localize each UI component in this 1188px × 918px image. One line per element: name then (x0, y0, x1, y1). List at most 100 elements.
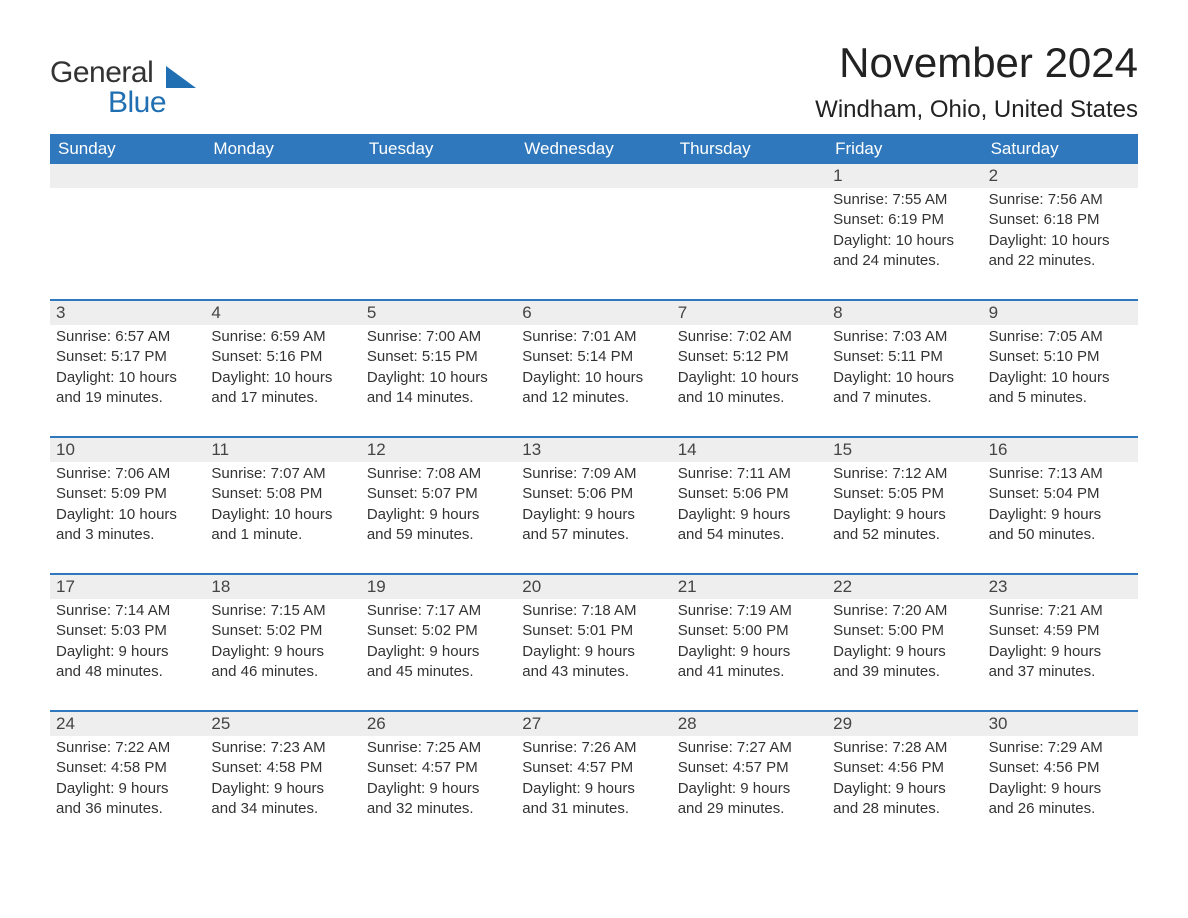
day-daylight1: Daylight: 9 hours (833, 642, 976, 662)
day-number: 16 (983, 438, 1138, 462)
day-cell: Sunrise: 7:06 AMSunset: 5:09 PMDaylight:… (50, 462, 205, 573)
day-cell: Sunrise: 7:11 AMSunset: 5:06 PMDaylight:… (672, 462, 827, 573)
day-sunset: Sunset: 4:56 PM (833, 758, 976, 778)
day-sunrise: Sunrise: 7:17 AM (367, 601, 510, 621)
day-daylight1: Daylight: 9 hours (678, 505, 821, 525)
day-daylight2: and 19 minutes. (56, 388, 199, 408)
day-daylight2: and 14 minutes. (367, 388, 510, 408)
day-daylight1: Daylight: 9 hours (522, 505, 665, 525)
day-daylight2: and 41 minutes. (678, 662, 821, 682)
day-sunrise: Sunrise: 7:19 AM (678, 601, 821, 621)
day-number: 24 (50, 712, 205, 736)
day-cell: Sunrise: 7:56 AMSunset: 6:18 PMDaylight:… (983, 188, 1138, 299)
day-number (361, 164, 516, 188)
day-content-row: Sunrise: 6:57 AMSunset: 5:17 PMDaylight:… (50, 325, 1138, 436)
day-number: 17 (50, 575, 205, 599)
day-content-row: Sunrise: 7:22 AMSunset: 4:58 PMDaylight:… (50, 736, 1138, 847)
day-cell: Sunrise: 7:13 AMSunset: 5:04 PMDaylight:… (983, 462, 1138, 573)
day-sunset: Sunset: 4:58 PM (211, 758, 354, 778)
day-daylight1: Daylight: 10 hours (211, 368, 354, 388)
day-daylight1: Daylight: 9 hours (367, 779, 510, 799)
day-sunset: Sunset: 5:00 PM (678, 621, 821, 641)
day-sunrise: Sunrise: 7:20 AM (833, 601, 976, 621)
day-daylight1: Daylight: 10 hours (367, 368, 510, 388)
day-daylight1: Daylight: 9 hours (833, 505, 976, 525)
day-daylight1: Daylight: 10 hours (678, 368, 821, 388)
day-cell: Sunrise: 7:07 AMSunset: 5:08 PMDaylight:… (205, 462, 360, 573)
day-daylight2: and 37 minutes. (989, 662, 1132, 682)
day-sunset: Sunset: 6:19 PM (833, 210, 976, 230)
day-daylight2: and 54 minutes. (678, 525, 821, 545)
day-daylight1: Daylight: 9 hours (833, 779, 976, 799)
day-number: 20 (516, 575, 671, 599)
day-cell: Sunrise: 7:03 AMSunset: 5:11 PMDaylight:… (827, 325, 982, 436)
day-number-row: 12 (50, 164, 1138, 188)
day-daylight2: and 1 minute. (211, 525, 354, 545)
day-number: 25 (205, 712, 360, 736)
day-number: 3 (50, 301, 205, 325)
day-sunset: Sunset: 4:56 PM (989, 758, 1132, 778)
day-daylight1: Daylight: 9 hours (678, 642, 821, 662)
day-daylight2: and 46 minutes. (211, 662, 354, 682)
day-sunset: Sunset: 5:00 PM (833, 621, 976, 641)
day-cell: Sunrise: 7:29 AMSunset: 4:56 PMDaylight:… (983, 736, 1138, 847)
day-sunset: Sunset: 4:57 PM (522, 758, 665, 778)
day-number: 10 (50, 438, 205, 462)
day-daylight1: Daylight: 10 hours (989, 231, 1132, 251)
weekday-header: Thursday (672, 134, 827, 164)
day-number: 5 (361, 301, 516, 325)
day-number: 30 (983, 712, 1138, 736)
day-daylight1: Daylight: 9 hours (989, 642, 1132, 662)
day-sunset: Sunset: 5:02 PM (367, 621, 510, 641)
day-sunrise: Sunrise: 7:02 AM (678, 327, 821, 347)
day-daylight2: and 39 minutes. (833, 662, 976, 682)
day-cell: Sunrise: 6:59 AMSunset: 5:16 PMDaylight:… (205, 325, 360, 436)
day-cell: Sunrise: 7:20 AMSunset: 5:00 PMDaylight:… (827, 599, 982, 710)
day-daylight1: Daylight: 10 hours (56, 368, 199, 388)
day-cell: Sunrise: 7:12 AMSunset: 5:05 PMDaylight:… (827, 462, 982, 573)
day-cell (672, 188, 827, 299)
day-daylight2: and 57 minutes. (522, 525, 665, 545)
day-number: 8 (827, 301, 982, 325)
day-daylight2: and 3 minutes. (56, 525, 199, 545)
day-sunrise: Sunrise: 7:21 AM (989, 601, 1132, 621)
day-sunset: Sunset: 5:15 PM (367, 347, 510, 367)
day-sunrise: Sunrise: 7:12 AM (833, 464, 976, 484)
day-sunrise: Sunrise: 7:22 AM (56, 738, 199, 758)
weeks-container: 12Sunrise: 7:55 AMSunset: 6:19 PM Dayligh… (50, 164, 1138, 847)
day-number-row: 10111213141516 (50, 436, 1138, 462)
day-sunset: Sunset: 4:58 PM (56, 758, 199, 778)
calendar-grid: Sunday Monday Tuesday Wednesday Thursday… (50, 134, 1138, 847)
brand-logo: General Blue (50, 58, 196, 118)
day-sunrise: Sunrise: 7:03 AM (833, 327, 976, 347)
calendar-page: General Blue November 2024 Windham, Ohio… (0, 0, 1188, 877)
day-number: 15 (827, 438, 982, 462)
day-content-row: Sunrise: 7:55 AMSunset: 6:19 PM Daylight:… (50, 188, 1138, 299)
day-cell: Sunrise: 7:21 AMSunset: 4:59 PMDaylight:… (983, 599, 1138, 710)
day-cell: Sunrise: 7:22 AMSunset: 4:58 PMDaylight:… (50, 736, 205, 847)
day-daylight2: and 31 minutes. (522, 799, 665, 819)
day-number: 19 (361, 575, 516, 599)
day-number: 27 (516, 712, 671, 736)
day-number: 18 (205, 575, 360, 599)
day-number: 1 (827, 164, 982, 188)
day-sunset: Sunset: 5:07 PM (367, 484, 510, 504)
day-cell (50, 188, 205, 299)
day-number: 13 (516, 438, 671, 462)
day-cell: Sunrise: 7:26 AMSunset: 4:57 PMDaylight:… (516, 736, 671, 847)
weekday-header: Tuesday (361, 134, 516, 164)
day-daylight1: Daylight: 9 hours (522, 642, 665, 662)
day-daylight1: Daylight: 9 hours (678, 779, 821, 799)
day-sunrise: Sunrise: 6:59 AM (211, 327, 354, 347)
day-content-row: Sunrise: 7:06 AMSunset: 5:09 PMDaylight:… (50, 462, 1138, 573)
day-cell: Sunrise: 7:08 AMSunset: 5:07 PMDaylight:… (361, 462, 516, 573)
day-cell: Sunrise: 7:00 AMSunset: 5:15 PMDaylight:… (361, 325, 516, 436)
day-sunrise: Sunrise: 7:55 AM (833, 190, 976, 210)
day-cell: Sunrise: 7:17 AMSunset: 5:02 PMDaylight:… (361, 599, 516, 710)
day-cell: Sunrise: 7:55 AMSunset: 6:19 PMDaylight:… (827, 188, 982, 299)
weekday-header-row: Sunday Monday Tuesday Wednesday Thursday… (50, 134, 1138, 164)
day-sunrise: Sunrise: 7:11 AM (678, 464, 821, 484)
day-sunset: Sunset: 5:06 PM (522, 484, 665, 504)
day-number-row: 3456789 (50, 299, 1138, 325)
day-cell: Sunrise: 7:27 AMSunset: 4:57 PMDaylight:… (672, 736, 827, 847)
